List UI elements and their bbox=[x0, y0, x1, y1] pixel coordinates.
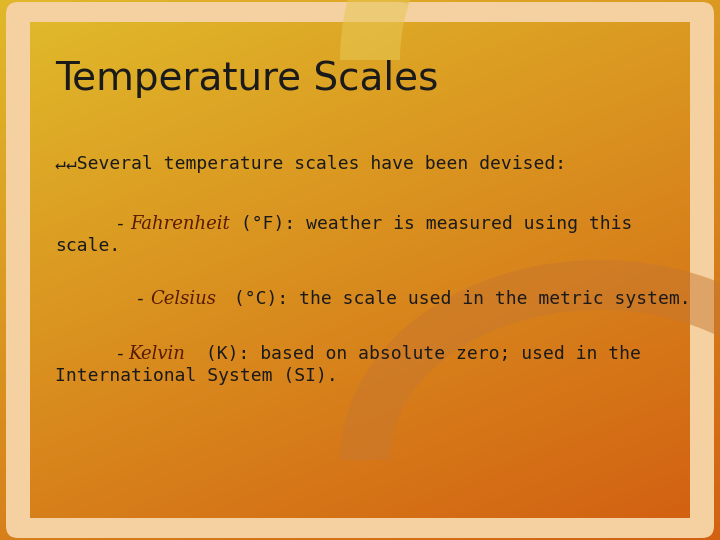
Polygon shape bbox=[356, 0, 720, 56]
Text: Celsius: Celsius bbox=[150, 290, 216, 308]
Text: -: - bbox=[115, 215, 137, 233]
Text: (°F): weather is measured using this: (°F): weather is measured using this bbox=[230, 215, 632, 233]
Text: Fahrenheit: Fahrenheit bbox=[130, 215, 230, 233]
Text: Kelvin: Kelvin bbox=[128, 345, 185, 363]
FancyBboxPatch shape bbox=[6, 2, 714, 538]
Polygon shape bbox=[340, 0, 720, 60]
Text: scale.: scale. bbox=[55, 237, 120, 255]
Text: -: - bbox=[135, 290, 157, 308]
Text: International System (SI).: International System (SI). bbox=[55, 367, 338, 385]
Text: -: - bbox=[115, 345, 126, 363]
Text: (K): based on absolute zero; used in the: (K): based on absolute zero; used in the bbox=[195, 345, 641, 363]
Text: Temperature Scales: Temperature Scales bbox=[55, 60, 438, 98]
Text: (°C): the scale used in the metric system.: (°C): the scale used in the metric syste… bbox=[223, 290, 690, 308]
Polygon shape bbox=[340, 260, 720, 460]
Text: ↵↵Several temperature scales have been devised:: ↵↵Several temperature scales have been d… bbox=[55, 155, 566, 173]
